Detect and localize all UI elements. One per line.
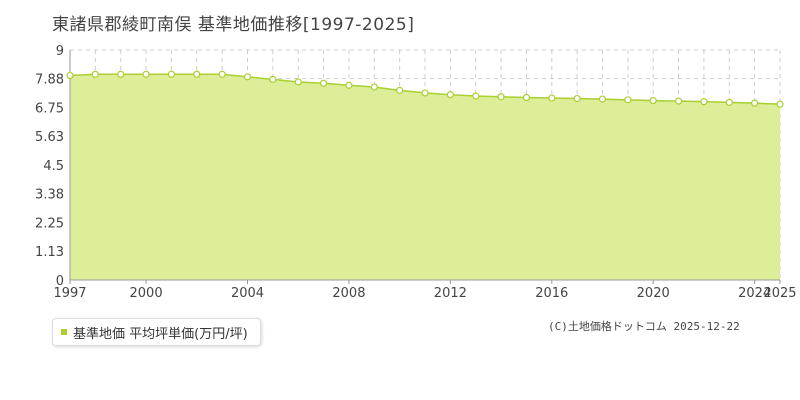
area-layer [69, 73, 781, 281]
data-point [573, 94, 581, 103]
data-point [193, 70, 201, 78]
data-point [776, 100, 784, 108]
x-tick-label: 2004 [231, 286, 264, 301]
data-point [548, 94, 556, 102]
y-tick-label: 3.38 [35, 188, 64, 203]
legend-swatch [61, 329, 67, 335]
y-tick-label: 1.13 [35, 245, 64, 260]
data-point [497, 93, 505, 101]
data-point [421, 89, 429, 97]
x-tick-label: 2025 [763, 286, 796, 301]
chart-title: 東諸県郡綾町南俣 基準地価推移[1997-2025] [52, 15, 415, 35]
y-tick-label: 0 [56, 274, 64, 289]
data-point [700, 98, 708, 106]
data-point [751, 99, 759, 107]
data-point [370, 83, 378, 91]
x-tick-label: 2020 [637, 286, 670, 301]
legend-label: 基準地価 平均坪単価(万円/坪) [73, 326, 248, 342]
data-point [142, 70, 150, 78]
y-tick-label: 9 [56, 44, 64, 59]
legend: 基準地価 平均坪単価(万円/坪) [52, 318, 261, 346]
x-tick-label: 2024 [738, 286, 771, 301]
y-tick-label: 6.75 [35, 102, 64, 117]
x-tick-label: 2008 [332, 286, 365, 301]
data-point [472, 92, 480, 100]
data-point [66, 71, 74, 80]
data-point [674, 97, 683, 105]
data-point [725, 98, 733, 106]
y-tick-label: 2.25 [35, 217, 64, 232]
series-area [70, 74, 780, 281]
axis-layer: 0 1.13 2.25 3.38 4.5 5.63 6.75 7.88 9 1997 2000 200… [35, 44, 797, 301]
data-point [522, 93, 531, 102]
data-point [243, 73, 252, 81]
y-tick-label: 7.88 [35, 73, 64, 88]
marker-layer [66, 70, 784, 108]
data-point [269, 75, 277, 83]
x-tick-label: 2012 [434, 286, 467, 301]
y-tick-label: 4.5 [43, 159, 64, 174]
x-tick-label: 1997 [53, 286, 86, 301]
data-point [649, 96, 657, 105]
x-tick-label: 2016 [535, 286, 568, 301]
data-point [598, 95, 607, 103]
data-point [396, 86, 404, 94]
x-tick-label: 2000 [130, 286, 163, 301]
data-point [218, 70, 226, 78]
data-point [167, 70, 176, 78]
data-point [319, 79, 328, 87]
data-point [91, 70, 99, 78]
data-point [446, 91, 454, 99]
data-point [345, 81, 353, 89]
credit-text: (C)土地価格ドットコム 2025-12-22 [548, 320, 740, 333]
data-point [117, 70, 125, 78]
data-point [294, 78, 302, 86]
y-tick-label: 5.63 [35, 130, 64, 145]
data-point [624, 96, 632, 104]
